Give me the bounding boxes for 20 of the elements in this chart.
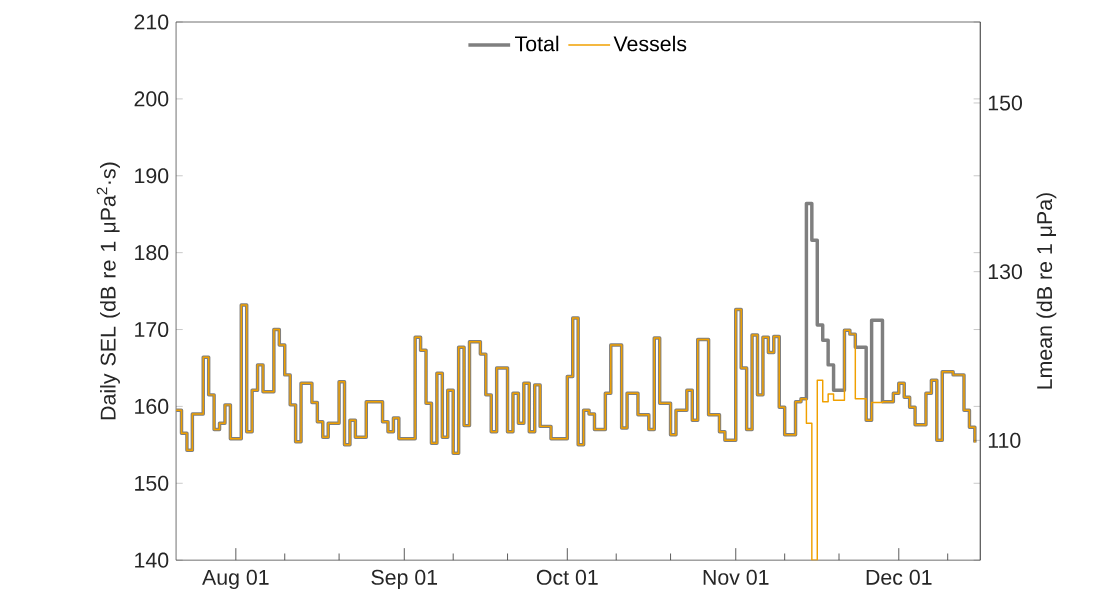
x-tick-label: Dec 01	[866, 569, 932, 585]
x-tick-label: Oct 01	[536, 569, 598, 585]
y-tick-label: 150	[135, 475, 169, 491]
y2-axis-title: Lmean (dB re 1 μPa)	[1036, 193, 1057, 389]
x-tick-label: Nov 01	[703, 569, 769, 585]
y2-tick-label: 130	[988, 264, 1022, 280]
legend-label: Total	[515, 35, 559, 52]
y-axis-title: Daily SEL (dB re 1 μPa$^{2}$·s)	[96, 162, 120, 420]
x-tick-label: Aug 01	[202, 569, 269, 590]
x-tick-label: Sep 01	[371, 569, 438, 590]
y-tick-label: 170	[135, 321, 169, 337]
y-tick-label: 200	[134, 91, 169, 107]
y2-tick-label: 110	[988, 432, 1021, 448]
y-tick-label: 190	[135, 168, 169, 184]
y2-tick-label: 150	[988, 95, 1022, 111]
y-tick-label: 160	[135, 398, 169, 414]
y-tick-label: 140	[135, 552, 169, 568]
legend-label: Vessels	[613, 35, 687, 52]
y-tick-label: 180	[135, 245, 169, 261]
y-tick-label: 210	[134, 14, 169, 30]
